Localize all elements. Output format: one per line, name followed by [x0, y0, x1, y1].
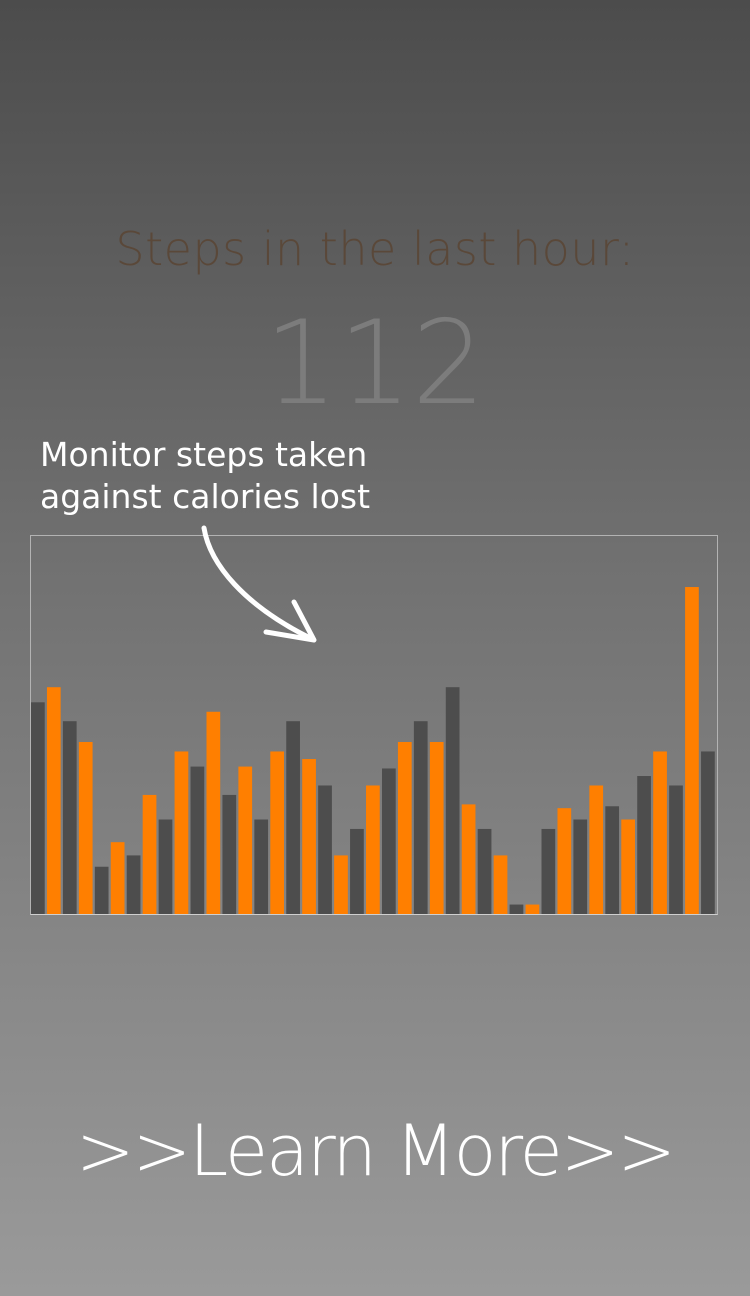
bar-calories: [110, 842, 125, 914]
bar-calories: [621, 819, 635, 914]
bar-steps: [381, 768, 396, 914]
steps-title: Steps in the last hour:: [115, 222, 635, 276]
bar-steps: [318, 785, 332, 914]
bar-steps: [350, 828, 364, 914]
bar-calories: [174, 751, 189, 914]
learn-more-button[interactable]: >>Learn More>>: [75, 1110, 676, 1192]
callout-line-2: against calories lost: [40, 477, 371, 516]
bar-steps: [669, 785, 683, 914]
steps-calories-chart: [30, 535, 718, 915]
bar-calories: [429, 742, 444, 914]
bar-calories: [366, 785, 380, 914]
bar-steps: [94, 866, 109, 914]
callout-text: Monitor steps taken against calories los…: [40, 434, 370, 518]
bar-calories: [142, 794, 157, 914]
bar-steps: [190, 766, 205, 914]
bar-steps: [573, 819, 588, 914]
bar-calories: [653, 751, 667, 914]
bar-calories: [238, 766, 253, 914]
bar-calories: [270, 751, 285, 914]
bar-steps: [126, 855, 141, 914]
bar-steps: [158, 819, 173, 914]
bar-steps: [286, 721, 300, 914]
bar-calories: [46, 687, 61, 914]
bar-calories: [397, 742, 412, 914]
bar-steps: [509, 904, 524, 914]
bar-calories: [685, 587, 699, 914]
bar-calories: [557, 808, 572, 914]
bar-steps: [222, 794, 237, 914]
bar-steps: [637, 776, 651, 914]
bar-chart: [31, 587, 715, 914]
bar-steps: [254, 819, 269, 914]
bar-calories: [589, 785, 604, 914]
bar-calories: [493, 855, 508, 914]
bar-steps: [31, 702, 45, 914]
callout-line-1: Monitor steps taken: [40, 435, 368, 474]
bar-calories: [302, 759, 316, 914]
bar-steps: [62, 721, 77, 914]
bar-steps: [541, 828, 556, 914]
bar-calories: [334, 855, 348, 914]
bar-steps: [413, 721, 428, 914]
bar-calories: [461, 804, 476, 914]
bar-steps: [445, 687, 460, 914]
steps-count: 112: [264, 296, 486, 431]
bar-steps: [605, 806, 620, 914]
bar-calories: [206, 711, 221, 914]
bar-steps: [477, 828, 492, 914]
bar-calories: [78, 742, 93, 914]
bar-calories: [525, 904, 540, 914]
arrow-icon: [201, 525, 317, 643]
bar-steps: [701, 751, 715, 914]
